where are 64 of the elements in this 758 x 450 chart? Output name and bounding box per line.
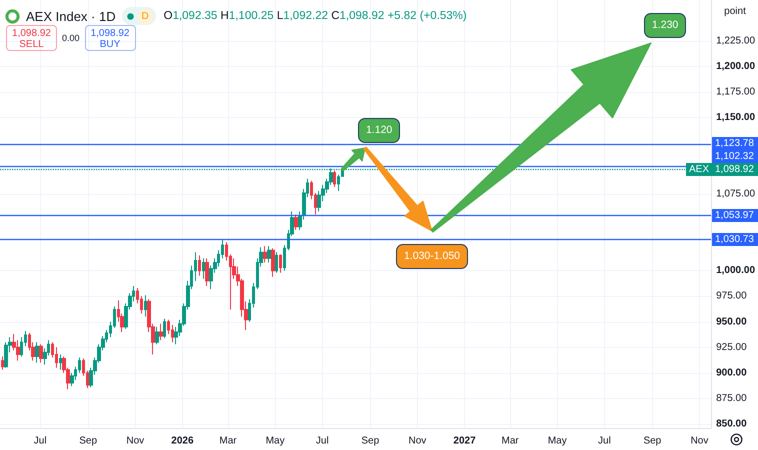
candlestick: [279, 254, 282, 274]
candlestick: [35, 342, 39, 364]
x-tick-label: Nov: [126, 436, 144, 446]
ref-line-label: 1,123.78: [712, 137, 758, 150]
y-tick-label: 875.00: [716, 392, 748, 404]
x-tick-label: May: [266, 436, 285, 446]
candlestick: [271, 248, 275, 278]
candlestick: [333, 170, 336, 188]
x-tick-label: Sep: [643, 436, 662, 446]
ref-line-label: 1,030.73: [712, 232, 758, 246]
x-tick-label: Jul: [316, 436, 329, 446]
candlestick: [1, 356, 4, 370]
y-tick-label: 1,075.00: [716, 188, 756, 200]
annotation: AEX: [686, 163, 712, 176]
candlestick: [275, 252, 278, 274]
y-tick-label: 1,000.00: [716, 265, 756, 276]
candlestick: [144, 294, 147, 318]
x-tick-label: Sep: [79, 436, 98, 446]
text: O1,092.35 H1,100.25 L1,092.22 C1,098.92 +5.82 (+0.53%): [164, 10, 467, 22]
x-tick-label: Jul: [34, 436, 47, 446]
candlestick: [205, 258, 209, 287]
y-tick-label: 850.00: [716, 418, 748, 430]
candlestick: [263, 246, 267, 264]
y-tick-label: 900.00: [716, 367, 748, 378]
y-tick-label: 1,200.00: [716, 60, 756, 72]
annotation: SELL: [19, 39, 44, 50]
annotation: 1.230: [644, 13, 686, 38]
y-tick-label: 975.00: [716, 290, 748, 302]
candlestick: [267, 246, 271, 264]
annotation: 1,098.92: [12, 28, 51, 39]
candlestick: [159, 323, 163, 341]
annotation: BUY: [100, 39, 120, 50]
candlestick: [198, 254, 201, 276]
candlestick: [294, 214, 298, 230]
candlestick: [155, 326, 159, 345]
annotation: 1.120: [358, 118, 400, 143]
x-tick-label: 2027: [453, 436, 476, 446]
x-tick-label: Jul: [598, 436, 611, 446]
x-tick-label: Mar: [219, 436, 238, 446]
y-tick-label: 950.00: [716, 316, 748, 328]
y-tick-label: 1,150.00: [716, 112, 756, 123]
candlestick: [39, 344, 43, 364]
ref-line-label: 1,053.97: [712, 209, 758, 222]
annotation: D: [138, 8, 153, 24]
annotation: 0.00: [62, 33, 80, 43]
y-tick-label: 925.00: [716, 342, 748, 353]
y-tick-label: 1,175.00: [716, 86, 756, 98]
candlestick: [337, 174, 340, 192]
x-tick-label: 2026: [171, 436, 194, 446]
y-axis-title: point: [723, 6, 747, 17]
x-tick-label: Nov: [408, 436, 426, 446]
text: AEX Index · 1D: [26, 8, 116, 24]
candlestick: [163, 318, 166, 339]
legend-label: 1,102.32: [712, 150, 758, 164]
x-tick-label: May: [548, 436, 567, 446]
annotation: 1,098.92: [90, 28, 130, 39]
candlestick: [202, 258, 205, 280]
y-tick-label: 1,225.00: [716, 35, 756, 46]
annotation: 1.030-1.050: [396, 244, 468, 269]
x-tick-label: Nov: [690, 436, 708, 446]
ref-line-label: 1,098.92: [712, 163, 758, 176]
candlestick: [59, 354, 62, 370]
x-tick-label: Mar: [502, 436, 520, 446]
x-tick-label: Sep: [361, 436, 380, 446]
